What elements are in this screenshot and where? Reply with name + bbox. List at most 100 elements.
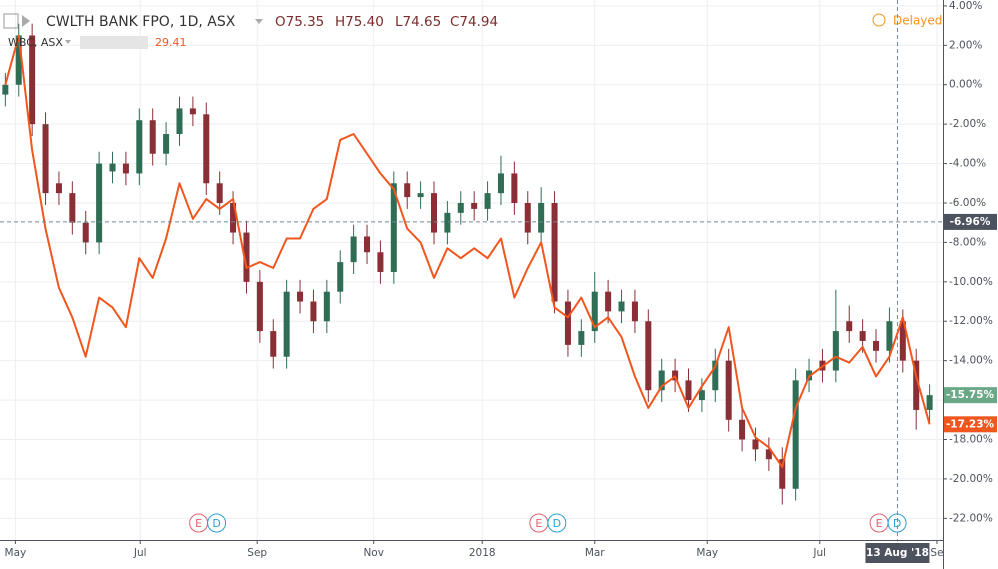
candle-body (846, 321, 853, 332)
candle-body (82, 222, 89, 243)
candle-body (256, 281, 263, 332)
y-tick-label: 0.00% (949, 79, 982, 91)
compare-controls[interactable] (80, 36, 148, 49)
candle-body (913, 360, 920, 410)
candle-body (404, 183, 411, 198)
candle-body (122, 163, 129, 174)
x-tick-label: Nov (363, 547, 384, 559)
symbol-icon[interactable] (3, 13, 19, 29)
high-value: H75.40 (335, 14, 384, 30)
candle-body (230, 202, 237, 233)
candle-body (685, 380, 692, 401)
open-value: O75.35 (275, 14, 324, 30)
candle-body (55, 183, 62, 194)
y-tick-label: 4.00% (949, 0, 982, 12)
event-label: E (535, 517, 542, 530)
candle-body (216, 183, 223, 203)
candle-body (564, 301, 571, 345)
candle-body (270, 331, 277, 357)
x-tick-label: Se (930, 547, 943, 559)
candle-body (189, 108, 196, 115)
y-tick-label: -18.00% (949, 433, 993, 445)
x-tick-label: Sep (247, 547, 267, 559)
y-tick-label: -6.00% (949, 197, 986, 209)
candle-body (578, 331, 585, 345)
candle-body (484, 193, 491, 209)
delayed-status[interactable]: Delayed (893, 14, 942, 28)
candle-body (364, 236, 371, 253)
candle-body (739, 419, 746, 440)
candle-body (752, 439, 759, 450)
delayed-icon (872, 13, 886, 27)
candle-body (283, 291, 290, 357)
crosshair-y-label: -6.96% (950, 216, 991, 228)
candle-body (712, 360, 719, 391)
last-value-box (944, 387, 997, 404)
candle-body (631, 301, 638, 322)
candle-body (176, 108, 183, 135)
symbol-title[interactable]: CWLTH BANK FPO, 1D, ASX (46, 14, 236, 30)
compare-line (4, 34, 931, 469)
x-tick-label: May (696, 547, 718, 559)
last-value-box (944, 416, 997, 433)
candle-body (605, 291, 612, 312)
candle-body (538, 202, 545, 233)
candle-body (42, 124, 49, 194)
dropdown-icon[interactable] (255, 19, 263, 24)
candle-body (471, 202, 478, 209)
y-tick-label: -10.00% (949, 276, 993, 288)
grid (0, 0, 943, 540)
candle-body (926, 395, 933, 410)
candle-body (163, 134, 170, 154)
x-tick-label: 2018 (469, 547, 496, 559)
y-tick-label: -4.00% (949, 158, 986, 170)
event-label: D (553, 517, 561, 530)
dropdown-icon[interactable] (65, 40, 71, 44)
last-value-label: -15.75% (946, 389, 995, 401)
candle-body (29, 35, 36, 125)
event-marker[interactable] (207, 513, 227, 533)
candle-body (337, 262, 344, 292)
candle-body (69, 193, 76, 223)
candle-body (873, 340, 880, 351)
compare-name[interactable]: WBC, ASX (8, 36, 63, 49)
candle-body (457, 202, 464, 213)
y-tick-label: -14.00% (949, 355, 993, 367)
event-label: E (876, 517, 883, 530)
candle-body (243, 232, 250, 282)
crosshair-x-label: 13 Aug '18 (866, 547, 929, 559)
candle-body (109, 163, 116, 172)
y-tick-label: 2.00% (949, 39, 982, 51)
candle-body (899, 321, 906, 361)
candle-body (658, 370, 665, 391)
candle-body (792, 380, 799, 489)
x-tick-label: Jul (812, 547, 826, 559)
low-value: L74.65 (395, 14, 441, 30)
y-tick-label: -8.00% (949, 236, 986, 248)
candle-body (444, 212, 451, 233)
candle-body (377, 252, 384, 272)
candle-body (390, 183, 397, 272)
candle-body (310, 301, 317, 322)
candle-body (725, 360, 732, 420)
x-tick-label: Jul (133, 547, 147, 559)
collapse-icon[interactable] (22, 15, 30, 27)
y-tick-label: -20.00% (949, 473, 993, 485)
x-tick-label: Mar (585, 547, 605, 559)
event-marker[interactable] (547, 513, 567, 533)
last-value-label: -17.23% (946, 418, 995, 430)
y-tick-label: -22.00% (949, 512, 993, 524)
candle-body (859, 331, 866, 341)
crosshair-y-box (944, 213, 997, 230)
close-value: C74.94 (450, 14, 498, 30)
candle-body (591, 291, 598, 332)
candle-body (350, 236, 357, 263)
candle-body (430, 193, 438, 233)
candle-body (497, 173, 504, 194)
event-label: D (893, 517, 901, 530)
y-tick-label: -12.00% (949, 315, 993, 327)
candle-body (551, 202, 558, 302)
